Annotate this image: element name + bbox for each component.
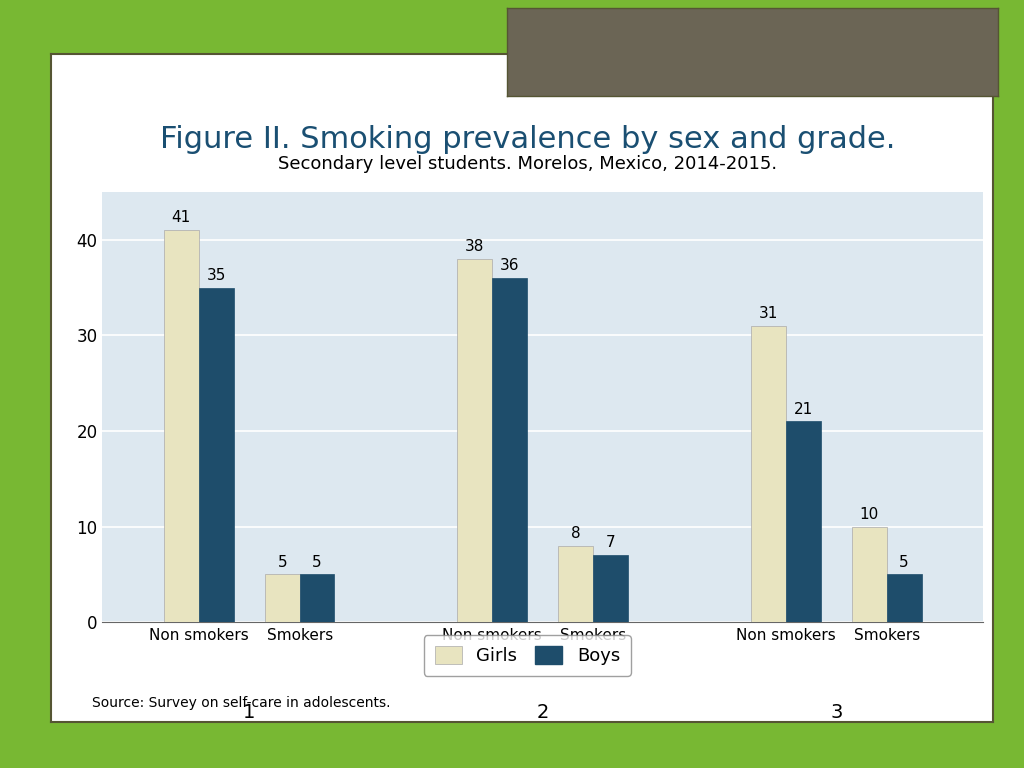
Bar: [558, 545, 593, 622]
Text: 2: 2: [537, 703, 549, 723]
Bar: [751, 326, 785, 622]
Text: 5: 5: [312, 554, 322, 570]
Bar: [785, 422, 820, 622]
Bar: [593, 555, 628, 622]
Text: 5: 5: [278, 554, 287, 570]
Text: 31: 31: [759, 306, 778, 321]
Text: 36: 36: [500, 258, 519, 273]
Bar: [265, 574, 300, 622]
Bar: [493, 278, 527, 622]
Text: 5: 5: [899, 554, 909, 570]
Text: 41: 41: [172, 210, 190, 226]
Bar: [852, 527, 887, 622]
Text: 35: 35: [207, 268, 226, 283]
Text: 3: 3: [830, 703, 843, 723]
Text: 38: 38: [465, 239, 484, 254]
Text: 10: 10: [860, 507, 879, 521]
Bar: [164, 230, 199, 622]
Text: 21: 21: [794, 402, 813, 416]
Bar: [887, 574, 922, 622]
Bar: [199, 287, 233, 622]
Text: Figure II. Smoking prevalence by sex and grade.: Figure II. Smoking prevalence by sex and…: [160, 124, 895, 154]
Legend: Girls, Boys: Girls, Boys: [424, 635, 631, 676]
Text: Secondary level students. Morelos, Mexico, 2014-2015.: Secondary level students. Morelos, Mexic…: [278, 155, 777, 173]
Bar: [300, 574, 335, 622]
Bar: [458, 259, 493, 622]
Text: 8: 8: [571, 526, 581, 541]
Text: Source: Survey on self-care in adolescents.: Source: Survey on self-care in adolescen…: [92, 697, 391, 710]
Text: 1: 1: [243, 703, 255, 723]
Text: 7: 7: [606, 535, 615, 551]
